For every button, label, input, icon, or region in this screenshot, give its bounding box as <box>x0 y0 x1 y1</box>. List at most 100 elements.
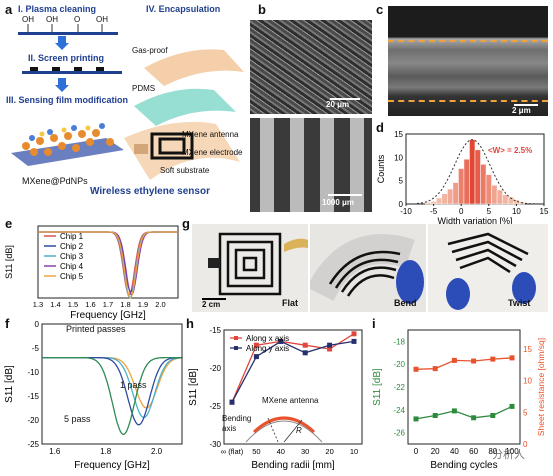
y-tick-label: -20 <box>27 416 39 425</box>
scale-label: 2 cm <box>202 300 221 309</box>
data-point <box>471 358 477 364</box>
watermark: 分析人 <box>492 449 525 461</box>
legend-label: Chip 3 <box>60 252 84 261</box>
x-tick-label: 1.3 <box>33 300 43 309</box>
data-point <box>229 399 235 405</box>
y-axis-label: S11 [dB] <box>372 368 383 406</box>
y-tick-label: -22 <box>393 383 405 392</box>
legend-label: Along y axis <box>246 344 289 353</box>
printed-line <box>320 118 334 212</box>
scale-label: 2 μm <box>512 106 531 115</box>
y-tick-label: -20 <box>393 360 405 369</box>
arrow-down-icon <box>55 36 69 50</box>
series-line <box>38 231 178 296</box>
y-axis-label: Counts <box>376 154 386 183</box>
state-label-bend: Bend <box>394 298 417 308</box>
x-tick-label: 60 <box>469 447 478 456</box>
x-tick-label: 10 <box>512 207 521 216</box>
plot-frame <box>223 329 363 445</box>
y-axis-label: S11 [dB] <box>188 368 199 406</box>
hist-bar <box>458 168 465 205</box>
data-point <box>432 366 438 372</box>
data-point <box>278 338 284 344</box>
antenna-flat-photo: 2 cm Flat <box>192 224 308 312</box>
y2-tick-label: 15 <box>523 345 532 354</box>
layer-pdms: PDMS <box>132 84 156 93</box>
x-axis-label: Frequency [GHz] <box>70 310 146 320</box>
hist-bar <box>447 188 454 205</box>
hist-bar <box>491 185 498 205</box>
one-pass-label: 1 pass <box>120 380 147 390</box>
legend-marker <box>234 336 238 340</box>
y-tick-label: -30 <box>209 440 221 449</box>
y-tick-label: -26 <box>393 429 405 438</box>
radius-label: R <box>296 426 302 435</box>
sem-surface-image: 20 μm <box>250 20 372 114</box>
series-line <box>38 231 178 293</box>
layer-gas-proof: Gas-proof <box>132 46 168 55</box>
plot-frame <box>407 329 521 445</box>
antenna-pattern <box>310 234 424 304</box>
x-tick-label: 20 <box>325 447 333 456</box>
x-tick-label: 15 <box>540 207 549 216</box>
hist-bar <box>425 201 432 205</box>
x-tick-label: 5 <box>487 207 492 216</box>
sem-lines-image: 1000 μm <box>250 118 372 212</box>
particle-label: MXene@PdNPs <box>22 176 88 186</box>
hist-bar <box>502 194 509 205</box>
data-point <box>471 415 477 421</box>
hist-bar <box>474 149 481 205</box>
data-point <box>302 350 308 356</box>
hist-bar <box>436 197 443 205</box>
y-tick-label: 5 <box>399 177 404 186</box>
bottom-boundary <box>388 100 548 102</box>
x-tick-label: 100 <box>505 447 519 456</box>
hist-bar <box>441 193 448 205</box>
y-tick-label: -15 <box>27 392 39 401</box>
printed-line <box>290 118 304 212</box>
hist-bar <box>485 174 492 205</box>
panel-e-letter: e <box>5 216 13 231</box>
x-tick-label: 10 <box>350 447 358 456</box>
y-tick-label: -25 <box>27 440 39 449</box>
antenna-bend-photo: Bend <box>310 224 426 312</box>
step-2-label: II. Screen printing <box>28 53 105 63</box>
step-3-label: III. Sensing film modification <box>6 95 129 105</box>
x-axis-label: Frequency [GHz] <box>74 460 150 471</box>
series-line <box>231 333 355 403</box>
data-point <box>413 416 419 422</box>
x-tick-label: 50 <box>252 447 260 456</box>
data-point <box>509 355 515 361</box>
data-point <box>253 342 259 348</box>
series-line <box>415 357 513 370</box>
series-line <box>38 231 178 296</box>
data-point <box>490 356 496 362</box>
x-tick-label: -10 <box>400 207 412 216</box>
data-point <box>327 342 333 348</box>
step-4-label: IV. Encapsulation <box>146 4 221 14</box>
plot-frame <box>41 323 183 445</box>
panel-h-letter: h <box>186 316 194 331</box>
legend-marker <box>234 346 238 350</box>
scale-label: 20 μm <box>326 100 350 109</box>
passes-title: Printed passes <box>66 324 126 334</box>
sem-cross-section-image: 2 μm <box>388 6 548 116</box>
x-tick-label: 20 <box>431 447 440 456</box>
x-axis-label: Width variation [%] <box>437 216 512 226</box>
bending-axis-label: Bending axis <box>222 414 252 433</box>
gaussian-fit <box>416 139 539 205</box>
o-label: O <box>74 15 81 24</box>
panel-b-letter: b <box>258 2 266 17</box>
histogram-chart: -10 -5 0 5 10 15 0 5 10 15 Width variation [%] Coun… <box>376 130 549 226</box>
y-tick-label: 0 <box>399 200 404 209</box>
encapsulation-layers <box>124 49 244 180</box>
x-tick-label: 0 <box>414 447 419 456</box>
legend-label: Chip 4 <box>60 262 84 271</box>
panel-c-letter: c <box>376 2 384 17</box>
data-point <box>351 331 357 337</box>
scale-bar <box>514 104 538 106</box>
antenna-twist-photo: Twist <box>428 224 548 312</box>
y-axis-label: S11 [dB] <box>4 245 14 279</box>
series-line <box>415 405 513 420</box>
